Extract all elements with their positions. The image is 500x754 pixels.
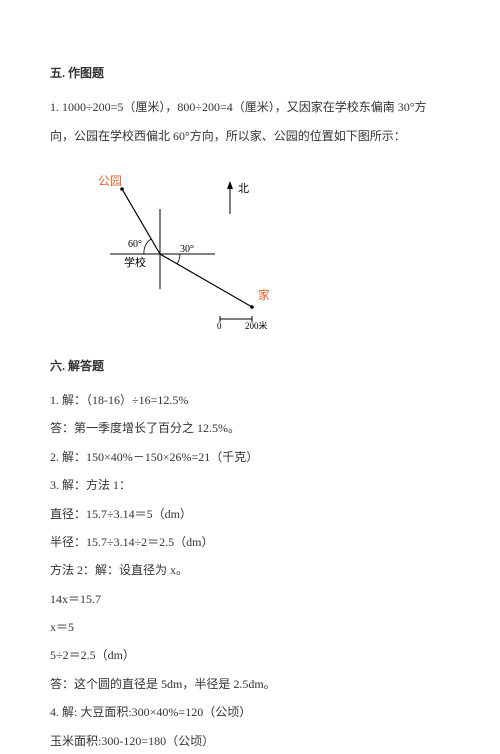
s5-line2: 向，公园在学校西偏北 60°方向，所以家、公园的位置如下图所示： xyxy=(50,123,450,149)
q3g: 5÷2＝2.5（dm） xyxy=(50,642,450,668)
q3h: 答：这个圆的直径是 5dm，半径是 2.5dm。 xyxy=(50,671,450,697)
angle30-label: 30° xyxy=(180,244,194,255)
s5-line1: 1. 1000÷200=5（厘米），800÷200=4（厘米），又因家在学校东偏… xyxy=(50,94,450,120)
q3f: x＝5 xyxy=(50,614,450,640)
scale0-label: 0 xyxy=(217,321,222,329)
q3c: 半径：15.7÷3.14÷2＝2.5（dm） xyxy=(50,529,450,555)
q4b: 玉米面积:300-120=180（公顷） xyxy=(50,728,450,754)
section6-title: 六. 解答题 xyxy=(50,353,450,379)
q1a: 1. 解：（18-16）÷16=12.5% xyxy=(50,387,450,413)
q4a: 4. 解: 大豆面积:300×40%=120（公顷） xyxy=(50,699,450,725)
q3d: 方法 2：解：设直径为 x。 xyxy=(50,557,450,583)
geometry-diagram: 北 公园 家 60° 30° 学校 0 200米 xyxy=(80,159,450,338)
scale200-label: 200米 xyxy=(245,320,268,329)
diagram-svg: 北 公园 家 60° 30° 学校 0 200米 xyxy=(80,159,310,329)
angle60-label: 60° xyxy=(128,239,142,250)
home-line xyxy=(160,254,252,307)
home-dot xyxy=(250,305,254,309)
q3b: 直径：15.7÷3.14＝5（dm） xyxy=(50,501,450,527)
q3e: 14x＝15.7 xyxy=(50,586,450,612)
north-label: 北 xyxy=(238,182,249,195)
q3a: 3. 解：方法 1： xyxy=(50,472,450,498)
north-arrowhead xyxy=(227,181,233,189)
arc-30 xyxy=(177,254,180,264)
school-label: 学校 xyxy=(124,255,146,269)
arc-60 xyxy=(144,239,151,254)
home-label: 家 xyxy=(258,287,270,302)
q2: 2. 解：150×40%－150×26%=21（千克） xyxy=(50,444,450,470)
section5-title: 五. 作图题 xyxy=(50,60,450,86)
park-label: 公园 xyxy=(98,174,122,188)
q1b: 答：第一季度增长了百分之 12.5%。 xyxy=(50,415,450,441)
